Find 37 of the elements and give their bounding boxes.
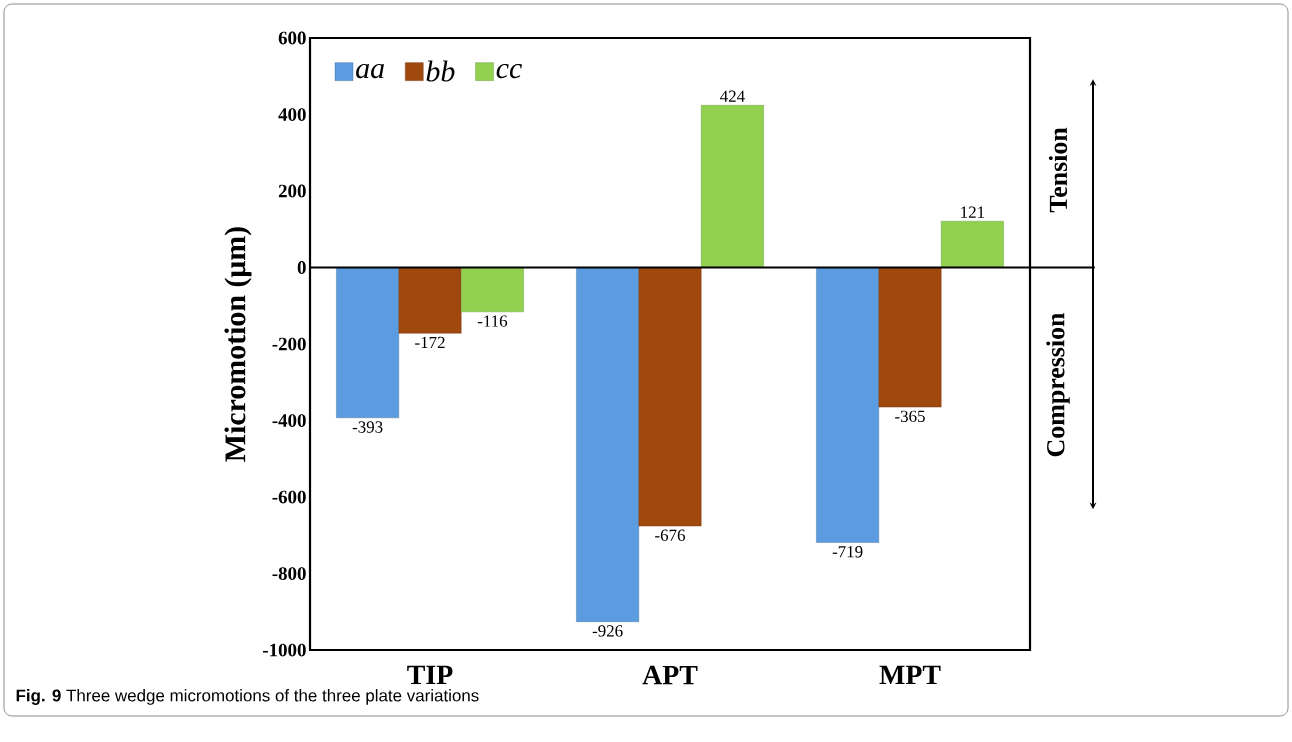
y-tick-label: -200 (272, 337, 306, 351)
bar (398, 267, 462, 334)
bar (576, 267, 639, 622)
bar (878, 267, 942, 408)
y-axis-title: Micromotion (μm) (224, 227, 252, 462)
x-tick-label: TIP (407, 665, 453, 685)
text: Fig. 9 Three wedge micromotions of the three plate variations (16, 689, 479, 705)
bar (461, 267, 524, 313)
data-label: -365 (895, 410, 925, 423)
x-tick-label: MPT (879, 665, 941, 685)
y-tick-label: -1000 (263, 643, 306, 657)
legend-label: bb (426, 60, 455, 82)
bar (336, 267, 399, 419)
data-label: -676 (655, 529, 686, 541)
y-tick-label: -800 (272, 567, 306, 580)
data-label: -719 (832, 546, 863, 558)
y-tick-label: -600 (272, 490, 306, 504)
legend-label: aa (356, 63, 384, 79)
data-label: -116 (477, 315, 508, 327)
x-tick-label: APT (642, 665, 698, 685)
bar (941, 221, 1004, 268)
y-tick-label: -400 (272, 414, 306, 427)
data-label: -393 (352, 421, 383, 433)
data-label: 424 (720, 90, 745, 102)
data-label: 121 (961, 206, 985, 218)
y-tick-label: 0 (297, 261, 306, 274)
data-label: -172 (415, 336, 445, 349)
text: Tension (1048, 127, 1068, 213)
data-label: -926 (592, 625, 623, 637)
y-tick-label: 200 (278, 184, 306, 198)
bar (701, 105, 764, 268)
y-tick-label: 600 (278, 31, 306, 45)
y-tick-label: 400 (278, 108, 306, 121)
bar (638, 267, 702, 527)
bar (816, 267, 879, 543)
text: Compression (1046, 312, 1070, 457)
legend-label: cc (496, 63, 522, 79)
